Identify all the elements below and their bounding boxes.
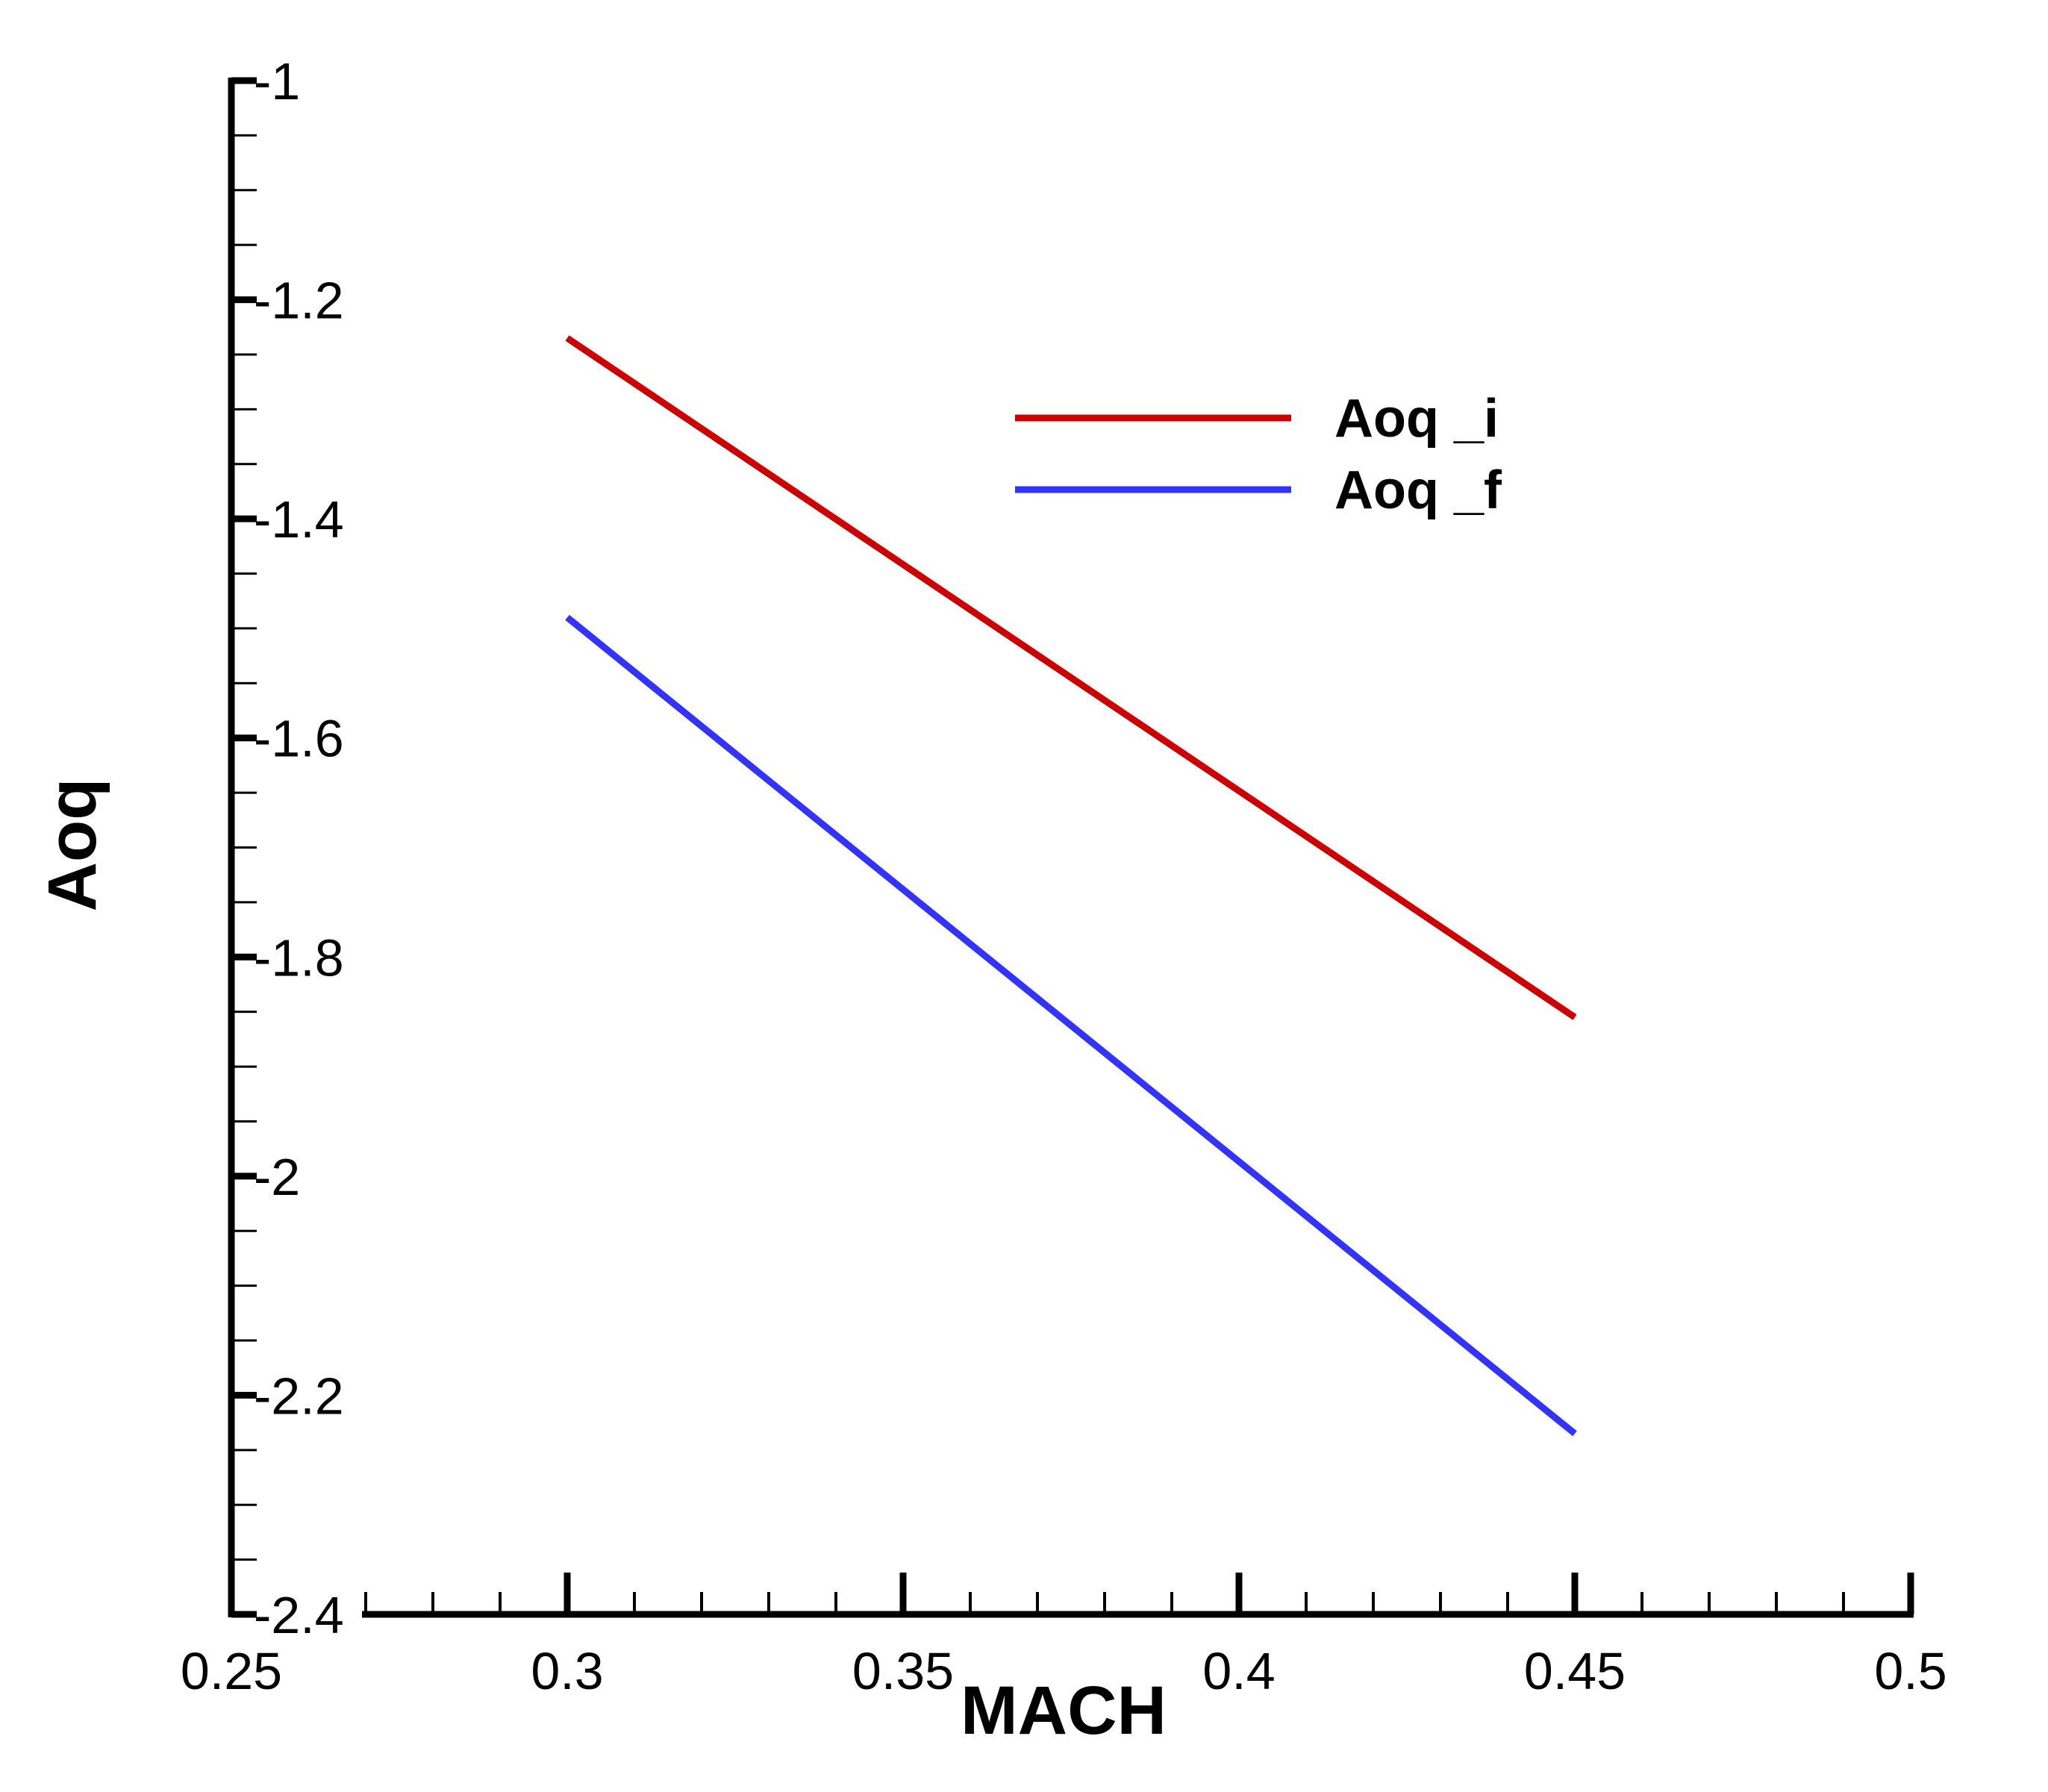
y-tick-label: -1 [254, 52, 300, 110]
x-tick-label: 0.4 [1202, 1642, 1275, 1700]
x-tick-label: 0.3 [531, 1642, 603, 1700]
series-line-1 [565, 335, 1577, 1020]
y-tick-label: -2.2 [254, 1367, 344, 1425]
y-tick-label: -1.8 [254, 928, 344, 987]
legend: Aoq _i Aoq _f [1015, 389, 1502, 520]
x-tick-label: 0.5 [1874, 1642, 1946, 1700]
y-axis-title: Aoq [34, 778, 110, 912]
series-line-2 [565, 614, 1577, 1437]
y-tick-label: -1.2 [254, 272, 344, 330]
x-axis-title: MACH [961, 1673, 1167, 1749]
series-layer [565, 335, 1577, 1437]
x-tick-label: 0.45 [1524, 1642, 1626, 1700]
axes: 0.25 0.3 0.35 0.4 0.45 0.5 -1 -1.2 -1.4 -1.6 -1.8 -… [181, 52, 1947, 1700]
legend-label-1: Aoq _i [1334, 389, 1499, 449]
y-tick-label: -1.4 [254, 490, 344, 549]
y-tick-label: -1.6 [254, 710, 344, 768]
y-tick-label: -2 [254, 1148, 300, 1206]
y-tick-label: -2.4 [254, 1586, 344, 1644]
x-tick-label: 0.35 [852, 1642, 954, 1700]
x-tick-label: 0.25 [181, 1642, 282, 1700]
legend-label-2: Aoq _f [1334, 461, 1502, 520]
